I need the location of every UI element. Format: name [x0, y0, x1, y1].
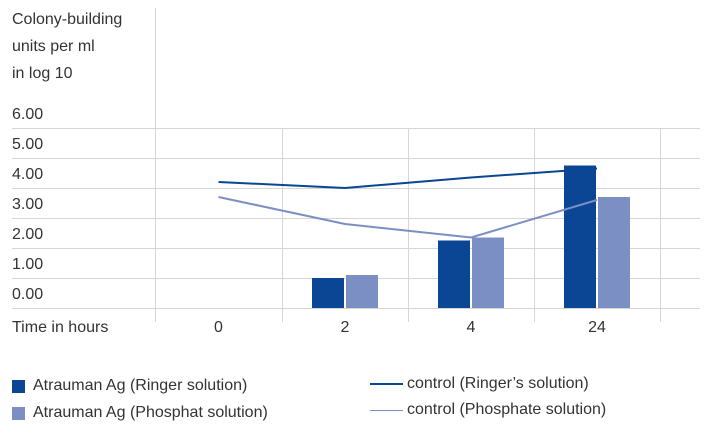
legend-line	[370, 383, 403, 385]
x-tick-label: 2	[341, 319, 350, 336]
bar	[438, 240, 470, 308]
y-tick-labels: 0.00 1.00 2.00 3.00 4.00 5.00 6.00	[12, 106, 43, 303]
x-tick-labels: 0 2 4 24	[214, 319, 606, 336]
legend-label: control (Phosphate solution)	[407, 401, 607, 418]
series-line	[218, 167, 598, 189]
x-tick-label: 4	[467, 319, 476, 336]
series-line	[218, 196, 598, 239]
gridlines	[12, 8, 700, 322]
legend-item-line-ringer: control (Ringer’s solution)	[370, 375, 589, 393]
lines	[218, 167, 598, 239]
y-tick-label: 0.00	[12, 286, 43, 303]
legend-label: control (Ringer’s solution)	[407, 375, 589, 392]
legend-line	[370, 409, 403, 411]
bar	[598, 197, 630, 308]
legend-item-bar-phosphat: Atrauman Ag (Phosphat solution)	[12, 404, 268, 422]
legend: Atrauman Ag (Ringer solution) Atrauman A…	[0, 372, 707, 425]
y-axis-label-line: in log 10	[12, 65, 73, 82]
legend-label: Atrauman Ag (Phosphat solution)	[33, 404, 268, 421]
legend-swatch	[12, 379, 25, 393]
bar	[312, 278, 344, 308]
y-axis-label: Colony-building units per ml in log 10	[12, 11, 122, 82]
bar	[346, 275, 378, 308]
legend-item-line-phosphate: control (Phosphate solution)	[370, 401, 606, 419]
y-tick-label: 5.00	[12, 136, 43, 153]
y-axis-label-line: Colony-building	[12, 11, 122, 28]
bar	[564, 165, 596, 308]
x-axis-label: Time in hours	[12, 319, 108, 336]
y-tick-label: 2.00	[12, 226, 43, 243]
chart: Colony-building units per ml in log 10 0.0…	[12, 8, 700, 336]
x-tick-label: 0	[214, 319, 223, 336]
legend-item-bar-ringer: Atrauman Ag (Ringer solution)	[12, 377, 247, 395]
y-tick-label: 3.00	[12, 196, 43, 213]
legend-swatch	[12, 406, 25, 420]
y-axis-label-line: units per ml	[12, 38, 95, 55]
bars	[312, 165, 630, 308]
y-tick-label: 1.00	[12, 256, 43, 273]
bar	[472, 237, 504, 308]
y-tick-label: 6.00	[12, 106, 43, 123]
y-tick-label: 4.00	[12, 166, 43, 183]
legend-label: Atrauman Ag (Ringer solution)	[33, 377, 248, 394]
x-tick-label: 24	[588, 319, 606, 336]
